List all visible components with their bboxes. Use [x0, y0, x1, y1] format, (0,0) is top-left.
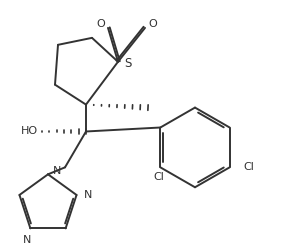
- Text: N: N: [23, 235, 32, 245]
- Text: O: O: [97, 19, 105, 29]
- Text: HO: HO: [21, 126, 38, 136]
- Text: Cl: Cl: [244, 162, 255, 172]
- Text: O: O: [149, 19, 157, 29]
- Text: Cl: Cl: [153, 172, 164, 182]
- Text: N: N: [84, 190, 92, 200]
- Text: S: S: [124, 57, 131, 70]
- Text: N: N: [53, 166, 61, 176]
